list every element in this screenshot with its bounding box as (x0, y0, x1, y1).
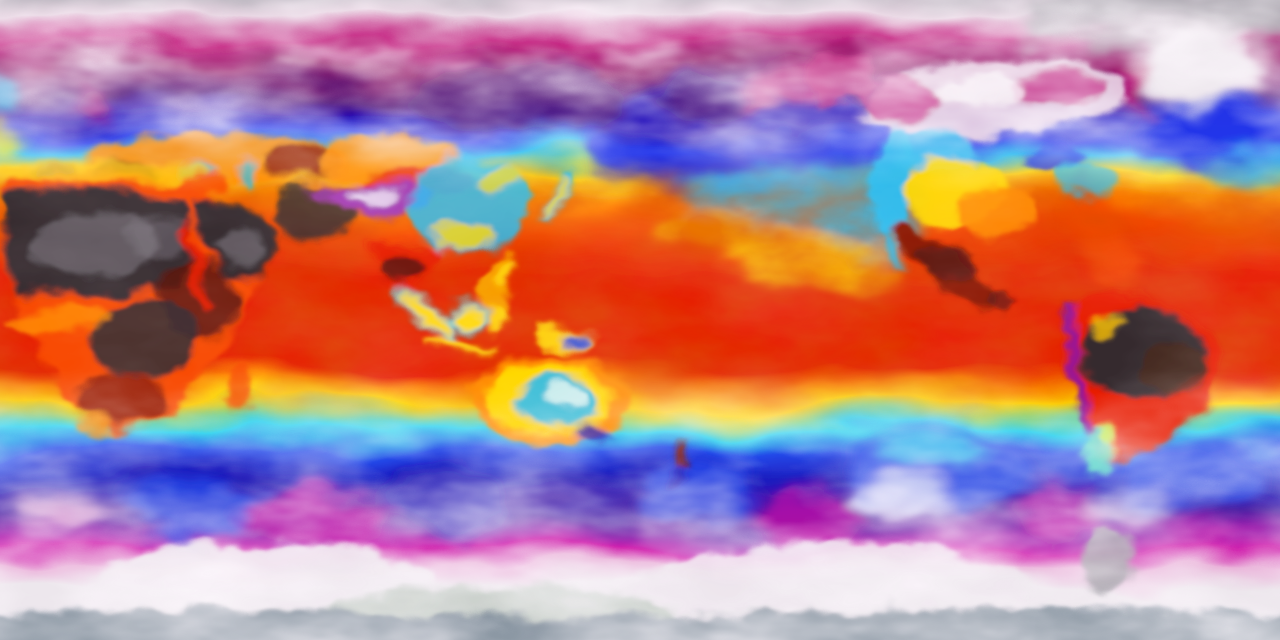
global-temperature-map (0, 0, 1280, 640)
temperature-map-canvas (0, 0, 1280, 640)
polar-cloud-texture (0, 0, 1280, 640)
